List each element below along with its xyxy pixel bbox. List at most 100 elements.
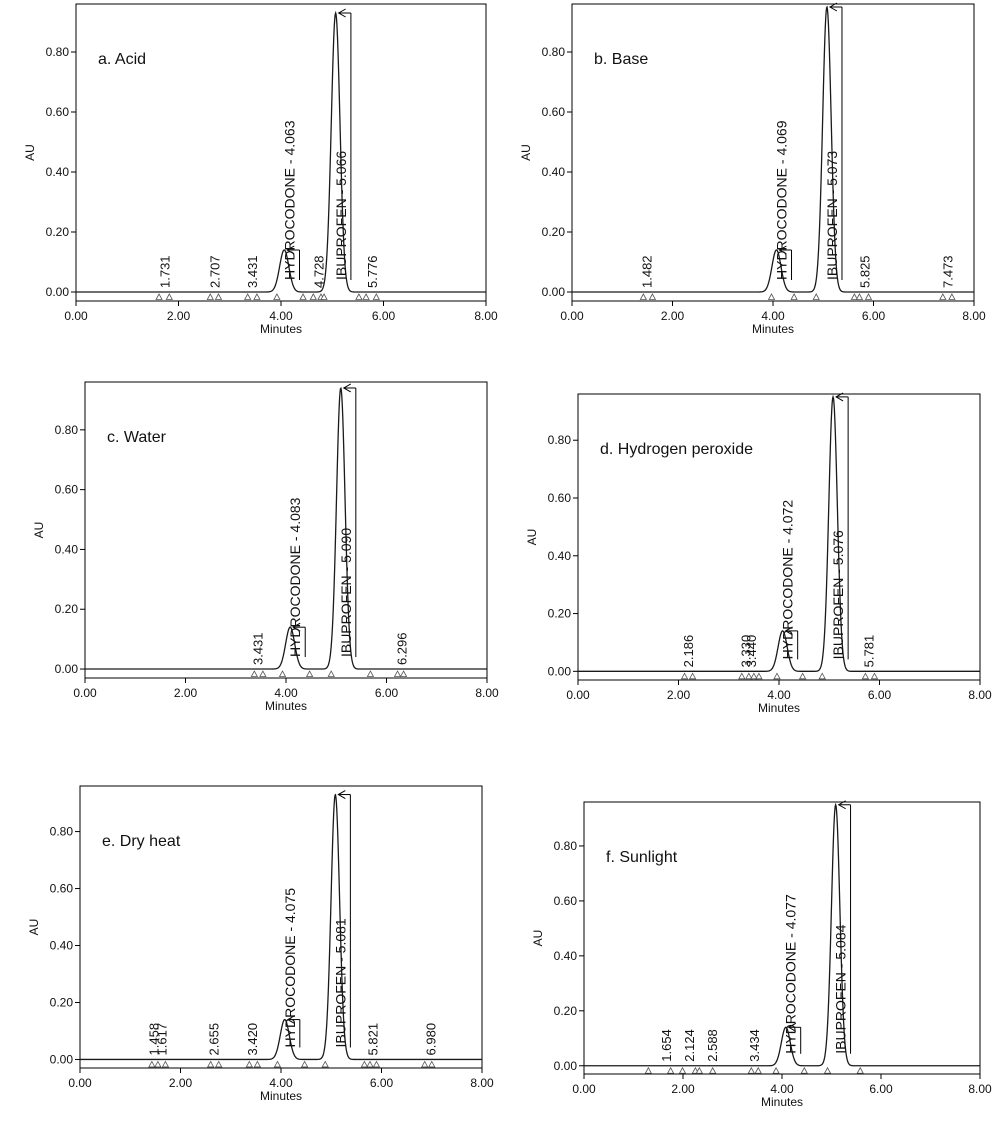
chart-panel-c: 0.00 0.20 0.40 0.60 0.80 0.00 2.00 4.00 6.00 8.00…	[32, 381, 499, 713]
x-tick-label: 2.00	[661, 309, 685, 323]
chromatogram-trace	[572, 5, 974, 293]
x-tick-label: 8.00	[962, 309, 986, 323]
integration-marker	[215, 1060, 223, 1068]
panel-title: e. Dry heat	[102, 833, 181, 850]
x-tick-label: 8.00	[968, 1082, 992, 1096]
peak-arrow	[828, 2, 838, 12]
x-axis-label: Minutes	[752, 322, 794, 336]
y-tick-label: 0.80	[548, 433, 572, 447]
y-axis-label: AU	[531, 930, 545, 947]
x-tick-label: 0.00	[566, 688, 590, 702]
integration-marker	[755, 672, 763, 680]
integration-marker	[680, 672, 689, 680]
integration-marker	[245, 1060, 254, 1068]
integration-marker	[856, 1066, 864, 1074]
integration-marker	[695, 1066, 704, 1074]
rt-label: 1.458	[146, 1023, 161, 1056]
integration-marker	[754, 1066, 762, 1074]
y-tick-label: 0.00	[55, 662, 79, 676]
y-tick-label: 0.40	[554, 949, 578, 963]
integration-marker	[688, 672, 697, 680]
y-axis-label: AU	[32, 522, 46, 539]
y-tick-label: 0.20	[554, 1004, 578, 1018]
x-axis-label: Minutes	[265, 699, 307, 713]
integration-marker	[399, 670, 408, 677]
integration-marker	[366, 1060, 374, 1068]
integration-marker	[745, 672, 753, 680]
rt-label: 2.124	[682, 1029, 697, 1062]
y-tick-label: 0.20	[50, 995, 74, 1009]
peak-arrow	[778, 245, 787, 255]
x-tick-label: 4.00	[761, 309, 785, 323]
rt-label: 5.821	[366, 1023, 381, 1056]
integration-marker	[165, 293, 173, 300]
integration-marker	[939, 293, 947, 300]
integration-marker	[362, 293, 370, 300]
rt-label: 6.296	[394, 632, 409, 665]
integration-marker	[855, 293, 864, 300]
integration-marker	[155, 293, 163, 300]
integration-marker	[864, 293, 873, 300]
x-tick-label: 0.00	[560, 309, 584, 323]
y-tick-label: 0.60	[548, 491, 572, 505]
integration-marker	[273, 1060, 282, 1068]
chart-panel-b: 0.00 0.20 0.40 0.60 0.80 0.00 2.00 4.00 6.00 8.00…	[519, 2, 986, 336]
peak-arrow	[337, 790, 346, 799]
y-tick-label: 0.40	[55, 542, 79, 556]
integration-marker	[678, 1066, 687, 1074]
x-tick-label: 2.00	[667, 688, 691, 702]
integration-marker	[428, 1060, 436, 1068]
integration-marker	[639, 293, 648, 300]
integration-marker	[320, 293, 328, 300]
peak-arrow	[784, 626, 793, 636]
y-tick-label: 0.60	[50, 882, 74, 896]
peak-label: HYDROCODONE - 4.083	[287, 497, 303, 657]
integration-marker	[800, 1066, 808, 1074]
x-tick-label: 4.00	[269, 1076, 293, 1090]
y-axis-label: AU	[525, 529, 539, 546]
y-axis-label: AU	[519, 144, 533, 161]
integration-marker	[372, 293, 380, 300]
integration-marker	[250, 670, 259, 677]
y-tick-label: 0.60	[55, 483, 79, 497]
chromatogram-trace	[578, 394, 980, 672]
integration-marker	[273, 293, 281, 300]
y-axis-label: AU	[23, 144, 37, 161]
integration-marker	[299, 293, 307, 300]
x-tick-label: 2.00	[167, 309, 191, 323]
peak-label: IBUPROFEN - 5.073	[824, 151, 840, 280]
x-tick-label: 0.00	[64, 309, 88, 323]
rt-label: 3.440	[744, 635, 759, 668]
integration-marker	[812, 293, 820, 300]
integration-marker	[773, 672, 781, 680]
integration-marker	[772, 1066, 780, 1074]
integration-marker	[666, 1066, 675, 1074]
integration-marker	[850, 293, 859, 300]
rt-label: 5.776	[365, 255, 380, 288]
peak-label: HYDROCODONE - 4.077	[783, 894, 799, 1054]
y-tick-label: 0.60	[554, 894, 578, 908]
y-tick-label: 0.40	[542, 165, 566, 179]
integration-marker	[214, 293, 223, 300]
integration-marker	[823, 1066, 832, 1074]
y-tick-label: 0.80	[50, 825, 74, 839]
integration-marker	[327, 670, 335, 677]
peak-arrow	[342, 383, 352, 393]
x-tick-label: 8.00	[475, 686, 499, 700]
peak-label: IBUPROFEN - 5.066	[333, 151, 349, 280]
integration-marker	[948, 293, 956, 300]
x-tick-label: 2.00	[169, 1076, 193, 1090]
y-tick-label: 0.80	[542, 45, 566, 59]
chromatogram-trace	[80, 793, 482, 1061]
x-tick-label: 4.00	[269, 309, 293, 323]
x-tick-label: 8.00	[968, 688, 992, 702]
x-tick-label: 6.00	[370, 1076, 394, 1090]
y-tick-label: 0.40	[548, 549, 572, 563]
y-tick-label: 0.20	[548, 607, 572, 621]
y-tick-label: 0.00	[554, 1059, 578, 1073]
rt-label: 7.473	[941, 255, 956, 288]
y-axis-label: AU	[27, 919, 41, 936]
rt-label: 1.617	[154, 1023, 169, 1056]
integration-marker	[393, 670, 402, 677]
